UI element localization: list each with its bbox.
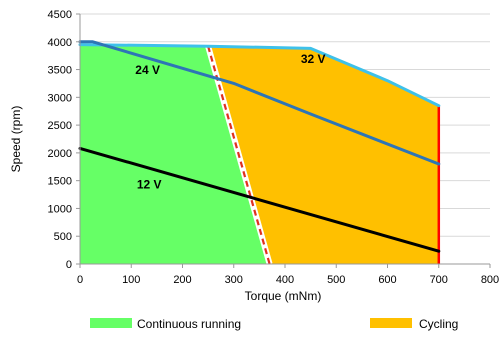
x-tick-label-400: 400 bbox=[276, 274, 294, 286]
series-line-32-v bbox=[78, 43, 441, 108]
x-tick-label-200: 200 bbox=[173, 274, 191, 286]
x-tick-label-0: 0 bbox=[77, 274, 83, 286]
y-tick-label-1000: 1000 bbox=[48, 203, 72, 215]
y-tick-label-500: 500 bbox=[54, 231, 72, 243]
y-tick-label-1500: 1500 bbox=[48, 176, 72, 188]
y-tick-label-4500: 4500 bbox=[48, 9, 72, 21]
series-line-12-v bbox=[78, 146, 441, 253]
legend-swatch-cycling bbox=[370, 318, 412, 328]
axis-layer: 0 100 200 300 400 500 600 700 800 0 500 1000 1500 200… bbox=[9, 9, 499, 303]
y-tick-label-2500: 2500 bbox=[48, 120, 72, 132]
label-layer: 32 V 24 V 12 V bbox=[135, 52, 325, 192]
legend-swatch-continuous-running bbox=[90, 318, 132, 328]
x-tick-label-700: 700 bbox=[430, 274, 448, 286]
legend-layer: Continuous running Cycling bbox=[90, 317, 458, 331]
legend-label-cycling: Cycling bbox=[419, 317, 458, 331]
y-tick-label-4000: 4000 bbox=[48, 37, 72, 49]
legend-label-continuous-running: Continuous running bbox=[137, 317, 241, 331]
y-axis-title: Speed (rpm) bbox=[9, 106, 23, 173]
series-line-24-v bbox=[78, 40, 441, 166]
x-tick-label-300: 300 bbox=[225, 274, 243, 286]
x-axis-title: Torque (mNm) bbox=[245, 289, 322, 303]
series-label-24-v: 24 V bbox=[135, 63, 160, 77]
y-tick-label-3000: 3000 bbox=[48, 92, 72, 104]
x-tick-label-600: 600 bbox=[378, 274, 396, 286]
y-tick-label-3500: 3500 bbox=[48, 65, 72, 77]
x-tick-label-800: 800 bbox=[481, 274, 499, 286]
series-layer bbox=[78, 40, 441, 265]
line-cont-limit-dashed bbox=[207, 45, 271, 265]
y-tick-label-0: 0 bbox=[66, 259, 72, 271]
series-label-12-v: 12 V bbox=[137, 177, 162, 191]
y-tick-label-2000: 2000 bbox=[48, 148, 72, 160]
region-cycling bbox=[208, 46, 439, 265]
x-tick-label-500: 500 bbox=[327, 274, 345, 286]
x-tick-label-100: 100 bbox=[122, 274, 140, 286]
series-label-32-v: 32 V bbox=[301, 52, 326, 66]
